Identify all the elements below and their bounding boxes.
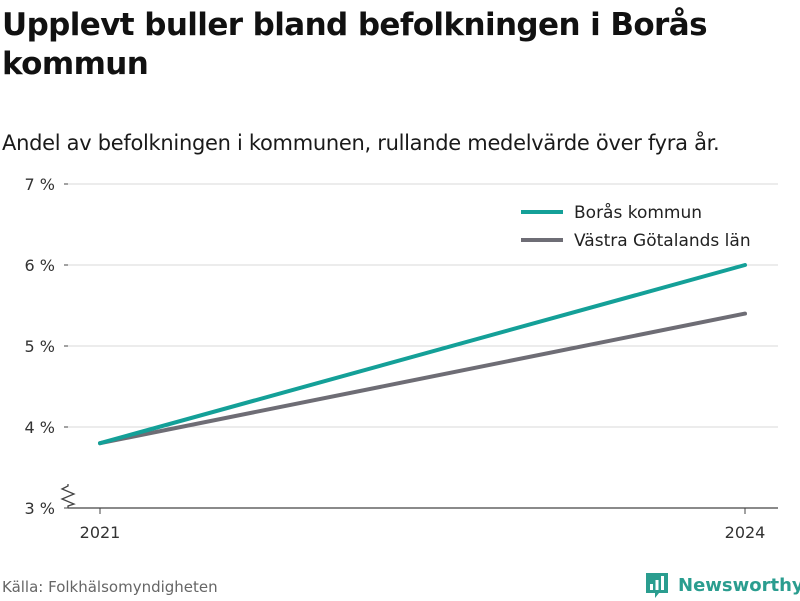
source-note: Källa: Folkhälsomyndigheten <box>2 578 218 596</box>
chart-title: Upplevt buller bland befolkningen i Borå… <box>2 7 708 82</box>
x-axis: 2021 2024 <box>68 507 778 542</box>
legend-label: Borås kommun <box>574 202 702 223</box>
series-lines <box>98 263 747 446</box>
y-axis-ticks: 3 % 4 % 5 % 6 % 7 % <box>25 175 76 518</box>
brand-name: Newsworthy <box>678 574 800 596</box>
y-tick-label: 3 % <box>25 499 55 518</box>
legend: Borås kommun Västra Götalands län <box>521 202 751 251</box>
chart-subtitle: Andel av befolkningen i kommunen, rullan… <box>2 131 720 155</box>
series-line <box>98 263 747 446</box>
y-tick-label: 5 % <box>25 337 55 356</box>
y-tick-label: 4 % <box>25 418 55 437</box>
bar-chart-logo-icon <box>646 573 668 598</box>
legend-label: Västra Götalands län <box>574 231 751 251</box>
x-tick-label: 2024 <box>725 523 766 542</box>
y-tick-label: 6 % <box>25 256 55 275</box>
x-tick-label: 2021 <box>80 523 121 542</box>
brand-logo: Newsworthy <box>644 569 800 601</box>
axis-break-icon <box>60 484 76 508</box>
y-tick-label: 7 % <box>25 175 55 194</box>
line-chart: 3 % 4 % 5 % 6 % 7 % 2021 2024 Borås kommun Väs… <box>25 175 778 542</box>
series-line <box>98 311 747 446</box>
